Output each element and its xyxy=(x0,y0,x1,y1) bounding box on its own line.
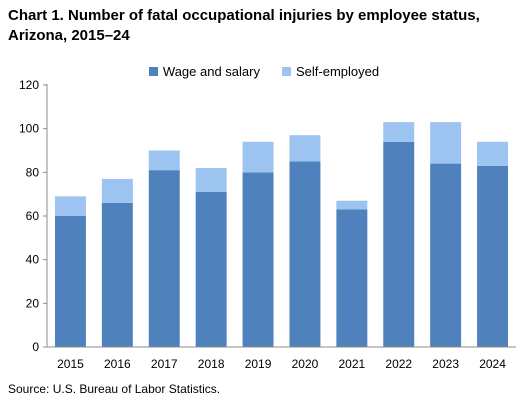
bar-self-employed-2016 xyxy=(101,178,133,203)
x-tick-label: 2017 xyxy=(151,357,178,371)
legend-item-self: Self-employed xyxy=(281,64,380,79)
y-tick-label: 60 xyxy=(26,209,40,223)
bar-self-employed-2022 xyxy=(383,122,415,142)
bar-wage-and-salary-2017 xyxy=(148,170,180,347)
bar-wage-and-salary-2021 xyxy=(336,209,368,347)
chart-title: Chart 1. Number of fatal occupational in… xyxy=(8,7,480,44)
legend-label-wage: Wage and salary xyxy=(162,64,260,79)
bar-self-employed-2017 xyxy=(148,150,180,171)
x-tick-label: 2016 xyxy=(104,357,131,371)
x-tick-label: 2015 xyxy=(57,357,84,371)
legend-label-self: Self-employed xyxy=(295,64,380,79)
bar-wage-and-salary-2019 xyxy=(242,172,274,347)
x-tick-label: 2021 xyxy=(338,357,365,371)
bar-self-employed-2015 xyxy=(54,196,86,216)
x-tick-label: 2024 xyxy=(479,357,506,371)
legend-swatch-wage xyxy=(148,67,158,76)
bar-self-employed-2019 xyxy=(242,141,274,173)
bar-wage-and-salary-2015 xyxy=(54,216,86,347)
bar-self-employed-2018 xyxy=(195,167,227,192)
y-tick-label: 0 xyxy=(32,340,39,354)
y-tick-label: 40 xyxy=(26,253,40,267)
bar-wage-and-salary-2024 xyxy=(477,165,509,347)
bar-wage-and-salary-2016 xyxy=(101,202,133,347)
bar-wage-and-salary-2020 xyxy=(289,161,321,347)
bar-self-employed-2024 xyxy=(477,141,509,166)
x-tick-label: 2022 xyxy=(385,357,412,371)
y-tick-label: 80 xyxy=(26,165,40,179)
x-tick-label: 2019 xyxy=(245,357,272,371)
bar-wage-and-salary-2023 xyxy=(430,163,462,347)
y-tick-label: 120 xyxy=(19,78,39,92)
y-tick-label: 100 xyxy=(19,122,39,136)
x-tick-label: 2023 xyxy=(432,357,459,371)
bar-wage-and-salary-2018 xyxy=(195,191,227,347)
x-tick-label: 2018 xyxy=(198,357,225,371)
bar-self-employed-2023 xyxy=(430,122,462,164)
bar-wage-and-salary-2022 xyxy=(383,141,415,347)
legend-item-wage: Wage and salary xyxy=(148,64,260,79)
legend: Wage and salary Self-employed xyxy=(0,64,528,79)
bar-self-employed-2020 xyxy=(289,135,321,162)
x-tick-label: 2020 xyxy=(292,357,319,371)
legend-swatch-self xyxy=(281,67,291,76)
source-note: Source: U.S. Bureau of Labor Statistics. xyxy=(8,382,221,396)
bar-self-employed-2021 xyxy=(336,200,368,210)
y-tick-label: 20 xyxy=(26,296,40,310)
